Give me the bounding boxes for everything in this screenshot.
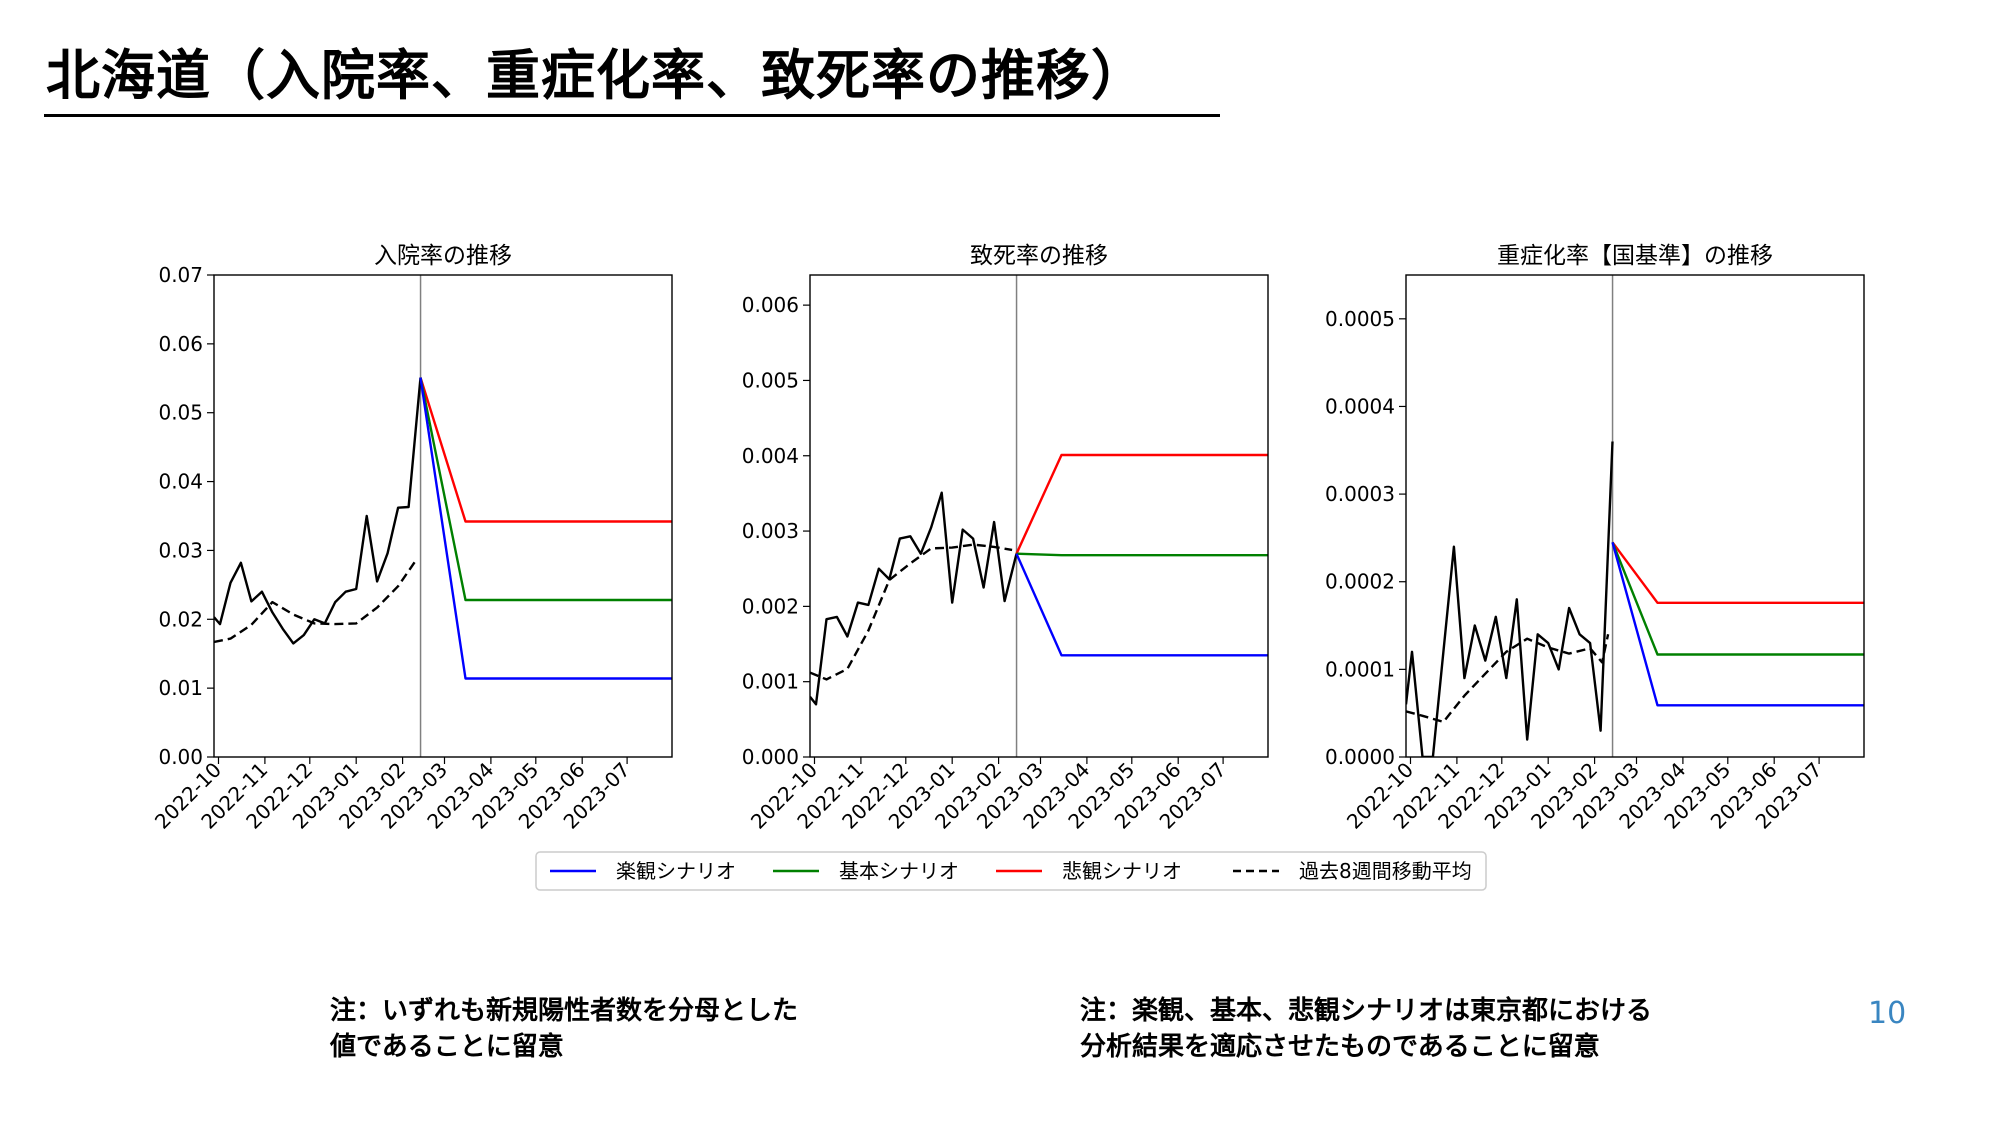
note-right-line-2: 分析結果を適応させたものであることに留意 bbox=[1080, 1032, 1600, 1062]
plot-frame bbox=[1405, 274, 1865, 758]
y-tick-label: 0.03 bbox=[158, 538, 203, 562]
note-left-line-1: 注：いずれも新規陽性者数を分母とした bbox=[330, 996, 799, 1026]
y-tick-label: 0.004 bbox=[742, 444, 799, 468]
y-tick-label: 0.002 bbox=[742, 594, 799, 618]
series-過去8週間移動平均 bbox=[1406, 634, 1610, 724]
y-tick-label: 0.05 bbox=[158, 401, 203, 425]
y-tick-label: 0.0005 bbox=[1325, 307, 1395, 331]
y-tick-label: 0.04 bbox=[158, 470, 203, 494]
series-observed bbox=[214, 377, 422, 645]
chart-3: 重症化率【国基準】の推移 0.0000 0.0001 0.0002 0.0003 0.00… bbox=[1325, 243, 1865, 834]
y-tick-label: 0.006 bbox=[742, 293, 799, 317]
y-tick-label: 0.07 bbox=[158, 263, 203, 287]
legend-label: 基本シナリオ bbox=[839, 859, 959, 883]
chart-title: 致死率の推移 bbox=[970, 243, 1108, 269]
series-楽観シナリオ bbox=[1015, 553, 1268, 657]
y-tick-label: 0.0002 bbox=[1325, 570, 1395, 594]
legend-label: 過去8週間移動平均 bbox=[1299, 859, 1472, 883]
series-過去8週間移動平均 bbox=[810, 543, 1013, 681]
note-left-line-2: 値であることに留意 bbox=[330, 1032, 564, 1062]
y-tick-label: 0.0001 bbox=[1325, 657, 1395, 681]
plot-frame bbox=[809, 274, 1269, 758]
charts-figure: 入院率の推移0.000.010.020.030.040.050.060.0720… bbox=[150, 243, 1865, 891]
chart-title: 重症化率【国基準】の推移 bbox=[1497, 243, 1773, 269]
series-過去8週間移動平均 bbox=[214, 559, 418, 644]
y-tick-label: 0.001 bbox=[742, 670, 799, 694]
legend-label: 楽観シナリオ bbox=[616, 859, 736, 883]
series-悲観シナリオ bbox=[1611, 541, 1864, 604]
note-left: 注：いずれも新規陽性者数を分母とした 値であることに留意 bbox=[330, 993, 798, 1065]
page-title: 北海道（入院率、重症化率、致死率の推移） bbox=[46, 44, 1146, 107]
y-tick-label: 0.003 bbox=[742, 519, 799, 543]
chart-title: 入院率の推移 bbox=[374, 243, 512, 269]
plot-frame bbox=[213, 274, 673, 758]
y-tick-label: 0.00 bbox=[158, 745, 203, 769]
legend: 楽観シナリオ 基本シナリオ 悲観シナリオ 過去8週間移動平均 bbox=[535, 851, 1487, 891]
series-悲観シナリオ bbox=[1015, 453, 1268, 555]
legend-label: 悲観シナリオ bbox=[1062, 859, 1182, 883]
series-group bbox=[1406, 441, 1864, 757]
series-楽観シナリオ bbox=[1611, 541, 1864, 707]
series-基本シナリオ bbox=[419, 377, 672, 602]
title-underline bbox=[44, 114, 1220, 117]
y-tick-label: 0.0000 bbox=[1325, 745, 1395, 769]
y-tick-label: 0.0004 bbox=[1325, 394, 1395, 418]
chart-1: 入院率の推移0.000.010.020.030.040.050.060.0720… bbox=[150, 243, 673, 834]
series-observed bbox=[810, 491, 1018, 706]
y-tick-label: 0.02 bbox=[158, 607, 203, 631]
y-tick-label: 0.000 bbox=[742, 745, 799, 769]
y-tick-label: 0.01 bbox=[158, 676, 203, 700]
series-group bbox=[810, 453, 1268, 706]
y-tick-label: 0.0003 bbox=[1325, 482, 1395, 506]
series-悲観シナリオ bbox=[419, 377, 672, 523]
y-tick-label: 0.06 bbox=[158, 332, 203, 356]
note-right: 注：楽観、基本、悲観シナリオは東京都における 分析結果を適応させたものであること… bbox=[1080, 993, 1652, 1065]
page-number: 10 bbox=[1868, 996, 1907, 1031]
series-group bbox=[214, 377, 672, 680]
series-observed bbox=[1406, 441, 1614, 757]
chart-2: 致死率の推移 0.000 0.001 0.002 0.003 0.004 0.005 0.00… bbox=[742, 243, 1269, 834]
y-tick-label: 0.005 bbox=[742, 368, 799, 392]
note-right-line-1: 注：楽観、基本、悲観シナリオは東京都における bbox=[1080, 996, 1653, 1026]
series-基本シナリオ bbox=[1016, 552, 1268, 557]
series-楽観シナリオ bbox=[419, 377, 672, 680]
series-基本シナリオ bbox=[1611, 541, 1864, 656]
